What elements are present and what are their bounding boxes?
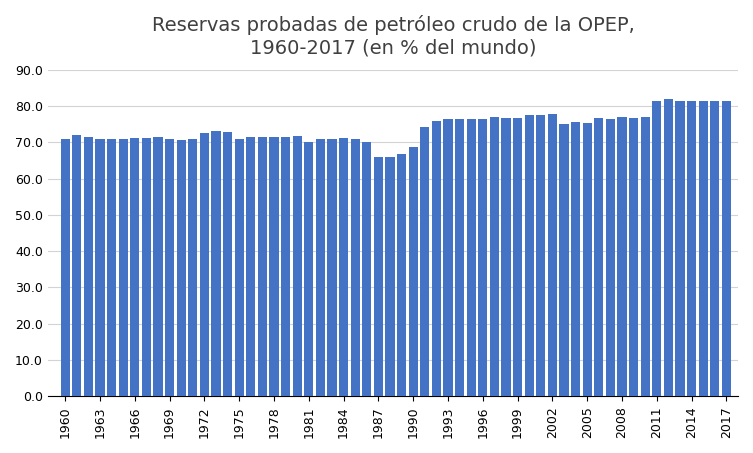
Bar [61,139,70,396]
Bar [316,139,325,396]
Bar [373,157,383,396]
Bar [455,119,465,396]
Bar [84,137,93,396]
Bar [339,138,349,396]
Bar [154,137,163,396]
Title: Reservas probadas de petróleo crudo de la OPEP,
1960-2017 (en % del mundo): Reservas probadas de petróleo crudo de l… [151,15,634,57]
Bar [270,137,279,396]
Bar [722,101,731,396]
Bar [710,101,719,396]
Bar [362,142,371,396]
Bar [525,115,534,396]
Bar [72,135,81,396]
Bar [177,140,186,396]
Bar [652,101,661,396]
Bar [386,157,395,396]
Bar [293,136,302,396]
Bar [444,120,453,396]
Bar [513,118,523,396]
Bar [119,139,128,396]
Bar [397,154,407,396]
Bar [246,137,255,396]
Bar [617,117,626,396]
Bar [547,114,557,396]
Bar [96,139,105,396]
Bar [571,122,581,396]
Bar [304,141,313,396]
Bar [641,117,650,396]
Bar [559,124,569,396]
Bar [409,147,418,396]
Bar [188,140,197,396]
Bar [699,101,708,396]
Bar [536,115,545,396]
Bar [489,117,499,396]
Bar [258,137,267,396]
Bar [281,137,290,396]
Bar [235,139,244,396]
Bar [142,138,151,396]
Bar [675,101,684,396]
Bar [663,100,673,396]
Bar [107,139,116,396]
Bar [583,123,592,396]
Bar [687,101,697,396]
Bar [629,118,639,396]
Bar [328,140,337,396]
Bar [351,140,360,396]
Bar [212,131,221,396]
Bar [223,132,232,396]
Bar [130,138,139,396]
Bar [431,121,441,396]
Bar [605,119,615,396]
Bar [467,119,476,396]
Bar [200,133,209,396]
Bar [594,118,603,396]
Bar [420,127,429,396]
Bar [165,139,174,396]
Bar [501,118,511,396]
Bar [478,119,487,396]
